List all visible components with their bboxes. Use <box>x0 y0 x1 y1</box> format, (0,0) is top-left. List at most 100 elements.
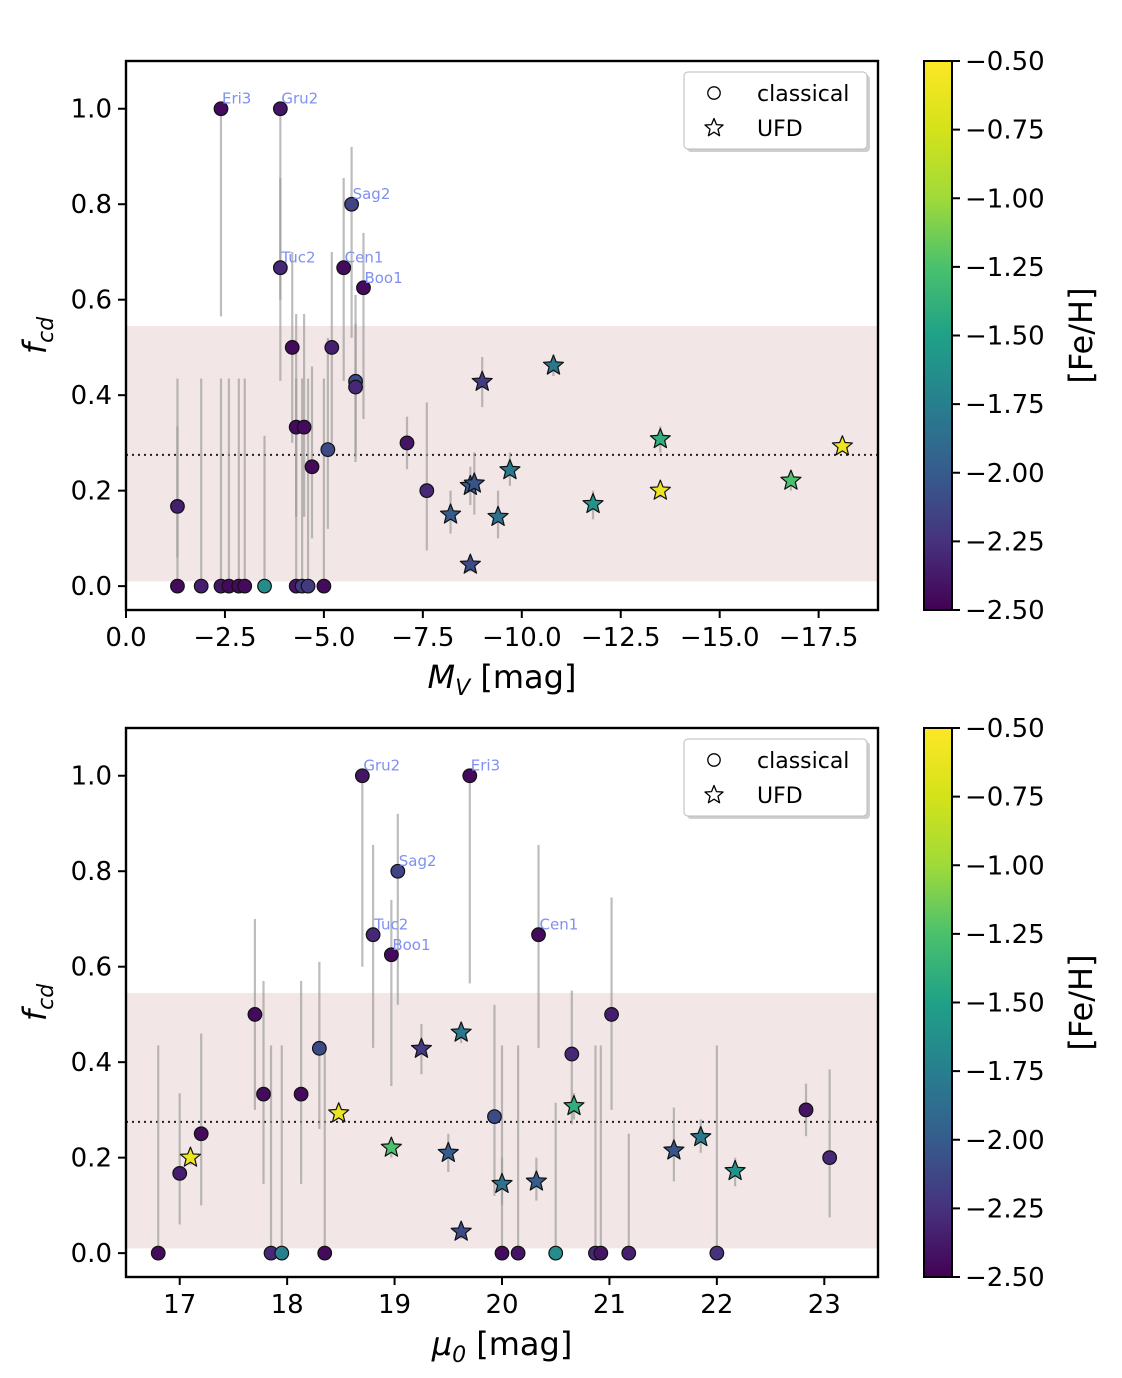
data-point-circle <box>324 340 340 355</box>
data-point-circle <box>317 1245 333 1261</box>
colorbar-tick-label: −1.75 <box>965 1057 1045 1087</box>
data-point-circle <box>548 1245 564 1261</box>
x-tick-label: −15.0 <box>680 623 760 653</box>
x-axis-label-unit: [mag] <box>470 658 576 696</box>
colorbar-tick-label: −2.00 <box>965 1126 1045 1156</box>
colorbar-tick-label: −1.50 <box>965 322 1045 352</box>
data-point-star <box>831 435 853 456</box>
data-point-circle <box>593 1245 609 1261</box>
x-axis-label-unit: [mag] <box>466 1325 572 1363</box>
data-point-circle <box>399 435 415 451</box>
point-annotation: Tuc2 <box>280 249 315 267</box>
data-point-star <box>649 427 671 449</box>
data-point-star <box>439 503 462 524</box>
legend-star-icon <box>704 784 724 804</box>
x-tick-label: −2.5 <box>193 623 256 653</box>
x-tick-label: −12.5 <box>581 623 661 653</box>
x-tick-label: 18 <box>271 1290 304 1320</box>
data-point-circle <box>604 1007 619 1022</box>
data-point-circle <box>150 1245 166 1261</box>
x-tick-label: −10.0 <box>482 623 562 653</box>
legend-label: classical <box>757 82 849 107</box>
colorbar-tick-label: −1.25 <box>965 920 1045 950</box>
data-point-circle <box>383 947 399 963</box>
legend-circle-icon <box>707 86 721 100</box>
data-point-circle <box>193 1126 209 1142</box>
data-point-circle <box>300 578 316 594</box>
data-point-circle <box>296 419 312 435</box>
colorbar <box>923 727 953 1278</box>
data-point-star <box>724 1159 746 1181</box>
point-annotation: Eri3 <box>471 757 500 775</box>
colorbar-label: [Fe/H] <box>1062 954 1100 1050</box>
y-axis-label-sub: cd <box>34 316 59 343</box>
data-point-circle <box>257 578 272 594</box>
data-point-star <box>582 492 604 514</box>
data-point-circle <box>170 499 185 514</box>
x-axis-label: μ0 [mag] <box>431 1325 573 1368</box>
data-point-circle <box>316 578 332 594</box>
data-point-circle <box>365 927 381 943</box>
x-tick-label: −17.5 <box>779 623 859 653</box>
data-point-circle <box>531 927 546 943</box>
y-tick-label: 0.8 <box>71 857 112 887</box>
point-annotation: Cen1 <box>345 249 384 267</box>
x-axis-label-main: μ <box>431 1325 452 1363</box>
legend-star-icon <box>704 117 724 137</box>
data-point-circle <box>487 1109 502 1124</box>
data-point-circle <box>462 768 478 784</box>
x-tick-label: 17 <box>163 1290 196 1320</box>
data-point-circle <box>336 260 352 276</box>
data-point-star <box>450 1220 472 1241</box>
data-point-circle <box>293 1086 309 1102</box>
colorbar-tick-label: −2.50 <box>965 1263 1045 1293</box>
data-point-circle <box>390 863 406 879</box>
data-point-star <box>563 1094 585 1116</box>
data-point-star <box>179 1146 202 1167</box>
y-tick-label: 0.0 <box>71 572 112 602</box>
x-tick-label: −5.0 <box>292 623 355 653</box>
data-point-star <box>491 1172 513 1193</box>
data-point-star <box>487 505 509 526</box>
data-point-circle <box>356 280 371 296</box>
colorbar-tick-label: −1.00 <box>965 851 1045 881</box>
y-tick-label: 0.0 <box>71 1239 112 1269</box>
axes-frame <box>124 59 880 612</box>
colorbar-tick-label: −0.50 <box>965 47 1045 77</box>
legend-circle-icon <box>707 753 721 767</box>
data-point-star <box>471 370 493 391</box>
scatter-band <box>126 325 878 582</box>
data-point-star <box>437 1141 459 1162</box>
colorbar-tick-label: −2.25 <box>965 527 1045 557</box>
colorbar-tick-label: −2.25 <box>965 1194 1045 1224</box>
point-annotation: Gru2 <box>281 90 318 108</box>
bottom-panel: Gru2 Eri3 Sag2 Tuc2 Boo1 Cen1 17 18 19 20 21 22 23 0.… <box>16 714 1100 1368</box>
data-point-star <box>380 1136 402 1157</box>
point-annotation: Cen1 <box>540 916 579 934</box>
y-tick-label: 0.4 <box>71 1048 112 1078</box>
data-point-circle <box>510 1245 526 1261</box>
data-point-circle <box>247 1007 263 1022</box>
x-tick-label: 19 <box>378 1290 411 1320</box>
data-point-circle <box>272 260 288 276</box>
colorbar-tick-label: −1.25 <box>965 253 1045 283</box>
x-tick-label: −7.5 <box>391 623 454 653</box>
data-point-circle <box>822 1150 838 1166</box>
data-point-star <box>690 1126 712 1147</box>
point-annotation: Sag2 <box>353 185 391 203</box>
colorbar-tick-label: −2.50 <box>965 596 1045 626</box>
y-tick-label: 1.0 <box>71 95 112 125</box>
colorbar <box>923 60 953 611</box>
y-tick-label: 0.4 <box>71 381 112 411</box>
legend-label: classical <box>757 749 849 774</box>
x-tick-label: 20 <box>485 1290 518 1320</box>
legend <box>683 738 868 817</box>
point-annotation: Gru2 <box>363 757 400 775</box>
y-tick-label: 0.2 <box>71 1144 112 1174</box>
y-axis-label-sub: cd <box>34 983 59 1010</box>
data-point-star <box>463 472 485 493</box>
data-point-circle <box>213 101 229 117</box>
y-tick-label: 0.2 <box>71 477 112 507</box>
point-annotation: Boo1 <box>392 936 430 954</box>
point-annotation: Sag2 <box>399 852 437 870</box>
